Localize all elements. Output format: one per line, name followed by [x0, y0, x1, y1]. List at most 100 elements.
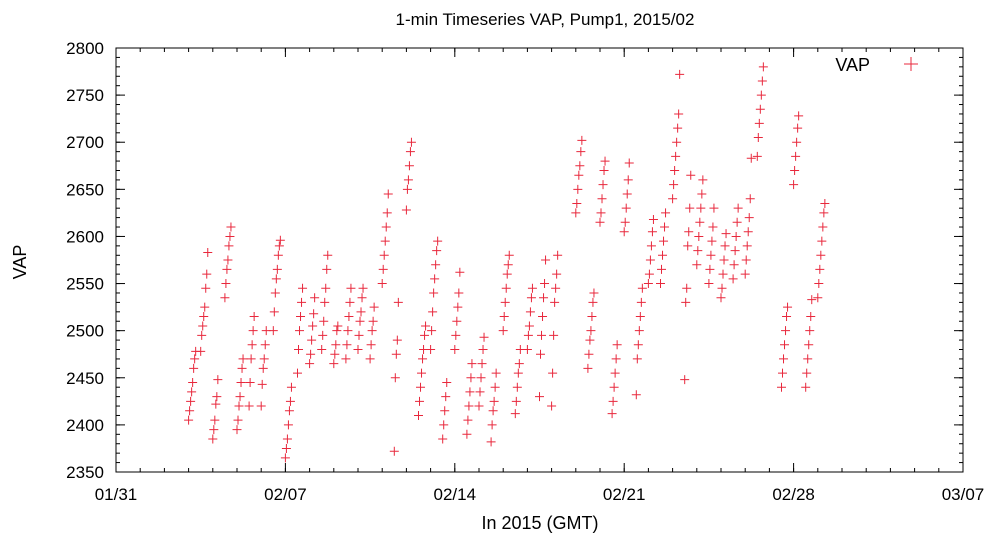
x-tick-label: 02/14: [434, 485, 477, 504]
data-point: [438, 434, 448, 444]
data-point: [818, 222, 828, 232]
data-point: [804, 340, 814, 350]
data-point: [297, 297, 307, 307]
data-point: [621, 203, 631, 213]
data-point: [669, 180, 679, 190]
data-point: [356, 307, 366, 317]
data-point: [196, 346, 206, 356]
data-point: [222, 264, 232, 274]
data-point: [237, 363, 247, 373]
data-point: [647, 227, 657, 237]
data-point: [232, 425, 242, 435]
data-point: [383, 189, 393, 199]
data-point: [358, 283, 368, 293]
data-point: [707, 236, 717, 246]
data-point: [285, 396, 295, 406]
data-point: [342, 340, 352, 350]
data-point: [783, 302, 793, 312]
data-point: [245, 377, 255, 387]
data-point: [709, 203, 719, 213]
data-point: [779, 354, 789, 364]
data-point: [612, 340, 622, 350]
data-point: [417, 368, 427, 378]
data-point: [704, 279, 714, 289]
data-point: [553, 250, 563, 260]
data-point: [685, 203, 695, 213]
data-point: [273, 250, 283, 260]
data-point: [586, 326, 596, 336]
data-point: [426, 345, 436, 355]
data-point: [441, 392, 451, 402]
data-point: [634, 326, 644, 336]
data-point: [331, 340, 341, 350]
data-point: [693, 246, 703, 256]
data-point: [330, 349, 340, 359]
data-point: [187, 387, 197, 397]
data-point: [421, 321, 431, 331]
data-point: [319, 316, 329, 326]
data-point: [539, 293, 549, 303]
data-point: [744, 213, 754, 223]
data-point: [645, 255, 655, 265]
data-point: [778, 368, 788, 378]
data-point: [298, 283, 308, 293]
data-point: [814, 279, 824, 289]
data-point: [671, 151, 681, 161]
legend: VAP: [835, 55, 918, 75]
data-point: [718, 269, 728, 279]
data-point: [201, 283, 211, 293]
data-point: [260, 340, 270, 350]
data-point: [402, 184, 412, 194]
data-point: [526, 293, 536, 303]
data-point: [753, 133, 763, 143]
data-point: [648, 214, 658, 224]
y-axis-label: VAP: [10, 245, 30, 280]
data-point: [503, 260, 513, 270]
data-point: [597, 194, 607, 204]
data-point: [431, 260, 441, 270]
data-point: [794, 111, 804, 121]
data-point: [248, 326, 258, 336]
x-tick-label: 02/21: [603, 485, 646, 504]
data-point: [680, 375, 690, 385]
data-point: [611, 354, 621, 364]
data-point: [624, 158, 634, 168]
data-point: [510, 409, 520, 419]
data-point: [357, 293, 367, 303]
data-point: [341, 354, 351, 364]
data-point: [635, 312, 645, 322]
data-point: [477, 359, 487, 369]
data-point: [719, 255, 729, 265]
data-point: [418, 354, 428, 364]
data-point: [608, 396, 618, 406]
data-point: [668, 194, 678, 204]
data-point: [256, 401, 266, 411]
data-point: [382, 208, 392, 218]
data-point: [391, 349, 401, 359]
data-point: [491, 368, 501, 378]
data-point: [487, 420, 497, 430]
y-tick-label: 2600: [66, 227, 104, 246]
data-point: [272, 264, 282, 274]
data-point: [584, 349, 594, 359]
data-point: [729, 260, 739, 270]
data-point: [257, 379, 267, 389]
data-point: [406, 137, 416, 147]
data-point: [752, 151, 762, 161]
data-point: [305, 359, 315, 369]
data-point: [258, 363, 268, 373]
data-point: [404, 161, 414, 171]
data-point: [296, 312, 306, 322]
data-point: [598, 180, 608, 190]
data-point: [731, 231, 741, 241]
data-point: [309, 309, 319, 319]
data-point: [440, 406, 450, 416]
data-point: [211, 399, 221, 409]
data-point: [486, 437, 496, 447]
data-point: [501, 283, 511, 293]
data-point: [213, 375, 223, 385]
data-point: [571, 208, 581, 218]
data-point: [428, 307, 438, 317]
data-point: [697, 189, 707, 199]
data-point: [790, 165, 800, 175]
